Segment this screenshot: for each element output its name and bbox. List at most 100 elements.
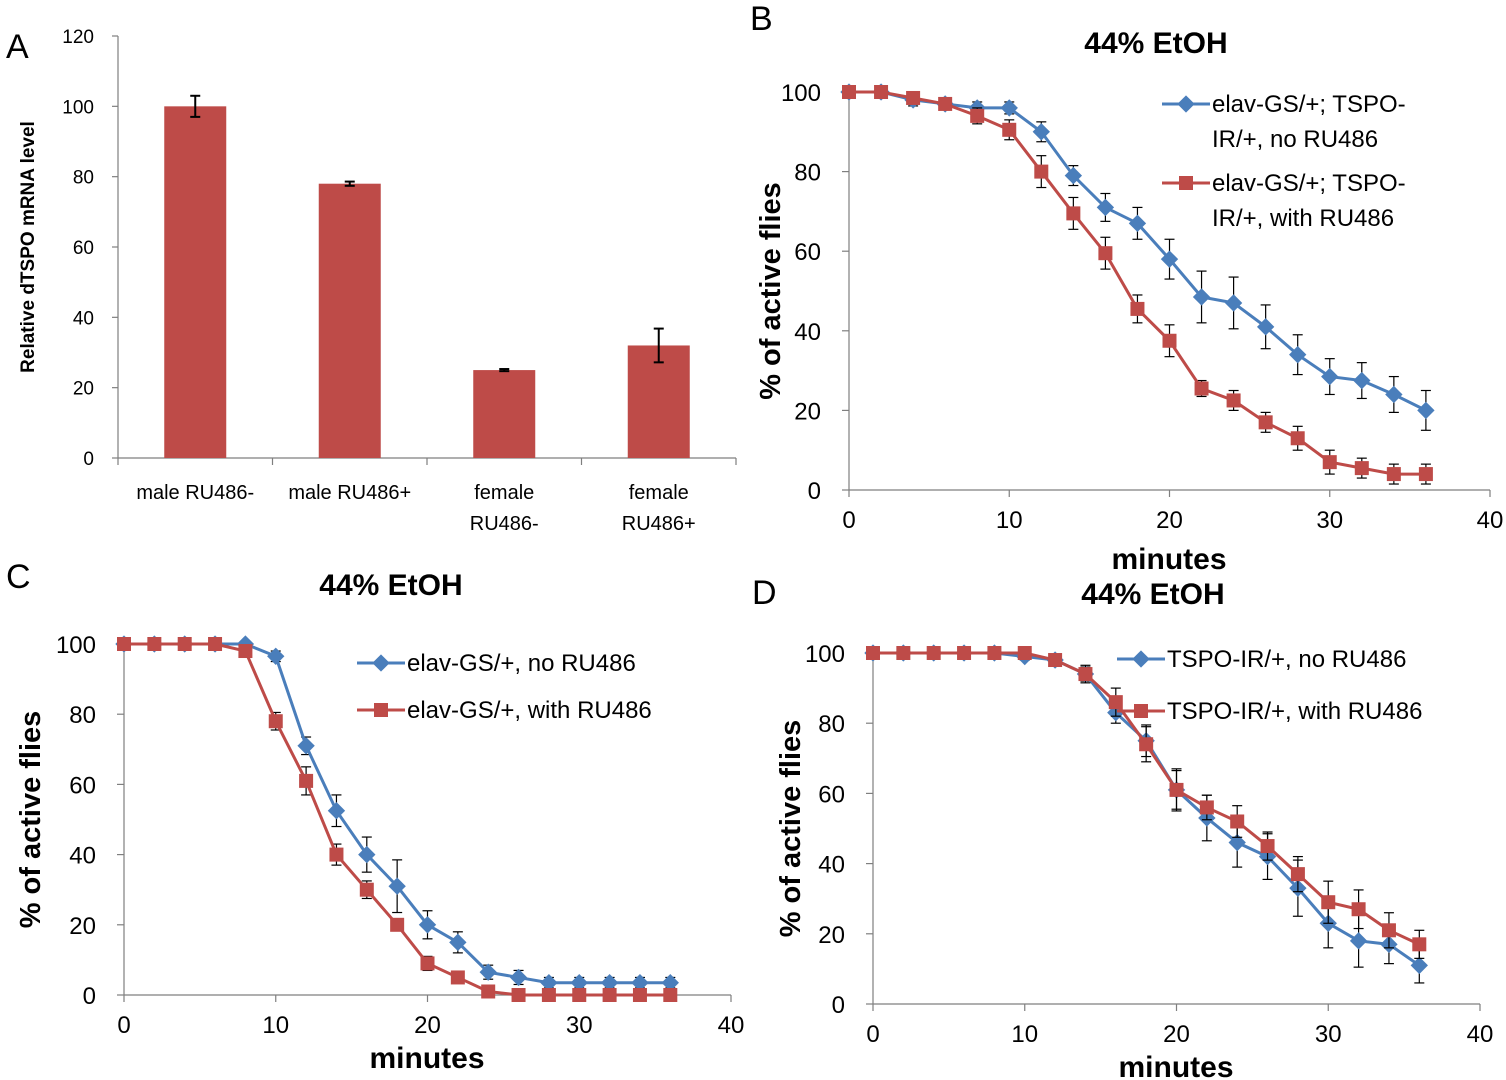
category-label: RU486- [470,513,539,535]
marker-square [1412,937,1427,952]
marker-diamond [358,845,376,864]
y-tick-label: 60 [794,239,821,266]
marker-square [450,970,465,985]
legend-entry: TSPO-IR/+, no RU486 [1117,646,1406,673]
marker-diamond [509,968,528,987]
marker-diamond [267,647,285,665]
series-1 [115,635,679,992]
marker-square [177,637,192,651]
y-tick-label: 60 [818,781,845,808]
x-axis-label: minutes [1118,1051,1233,1080]
marker-diamond [1224,294,1243,312]
y-tick-label: 80 [794,160,821,187]
marker-diamond [449,933,467,952]
marker-square [1034,164,1049,179]
marker-square [842,85,856,99]
marker-square [866,646,880,660]
y-tick-label: 40 [73,308,94,329]
marker-square [1002,122,1017,137]
legend-entry: elav-GS/+, with RU486 [357,697,652,724]
series-2 [842,85,1433,485]
panel-letter: C [6,558,31,596]
y-tick-label: 0 [808,478,821,505]
marker-square [632,988,647,1002]
marker-square [511,988,526,1002]
marker-diamond [661,974,679,992]
panel-b: B 44% EtOH 0 20 40 60 80 100 0 10 20 30 40 minutes % o… [750,0,1503,576]
panel-a: A 0 20 40 60 80 100 120 male RU486- male RU486+ fe… [6,27,737,535]
series-2 [117,637,678,1002]
panel-letter: B [750,0,773,38]
marker-diamond [1064,166,1083,185]
panel-letter: A [6,28,29,66]
category-label: male RU486- [136,482,254,504]
marker-diamond [600,974,619,992]
marker-square [359,882,374,897]
marker-square [1322,455,1337,470]
y-axis-label: % of active flies [775,720,807,938]
legend-label: elav-GS/+, no RU486 [407,650,636,677]
marker-square [970,108,985,123]
marker-square [1194,381,1209,396]
chart-title: 44% EtOH [319,569,462,602]
y-tick-label: 80 [818,711,845,738]
marker-square [1130,301,1145,316]
bar [164,106,227,458]
marker-square [1381,923,1396,938]
legend-label: IR/+, no RU486 [1212,126,1378,153]
marker-square [957,646,972,660]
marker-square [938,96,953,111]
marker-diamond [1096,198,1115,217]
x-tick-label: 20 [1156,507,1183,534]
marker-square [1418,467,1433,482]
legend-entry: elav-GS/+; TSPO- IR/+, with RU486 [1162,170,1406,232]
series-line [124,642,671,985]
marker-square [1386,467,1401,482]
y-tick-label: 60 [69,772,96,799]
marker-diamond [1177,95,1195,113]
marker-square [541,988,556,1002]
y-tick-label: 40 [818,852,845,879]
y-tick-label: 80 [69,702,96,729]
x-tick-label: 40 [1477,507,1504,534]
marker-diamond [1000,99,1018,117]
y-tick-label: 20 [794,398,821,425]
marker-square [329,847,344,862]
marker-diamond [479,963,497,981]
marker-diamond [1160,250,1179,268]
marker-diamond [1132,650,1150,668]
panel-letter: D [752,574,777,612]
marker-diamond [1128,214,1147,233]
marker-diamond [1256,318,1275,336]
y-tick-label: 80 [73,168,94,189]
marker-square [208,637,223,651]
legend-label: IR/+, with RU486 [1212,205,1394,232]
x-axis-label: minutes [369,1042,484,1075]
marker-square [420,956,435,971]
marker-square [1290,431,1305,446]
x-tick-label: 20 [414,1012,441,1039]
legend-entry: elav-GS/+; TSPO- IR/+, no RU486 [1162,91,1406,153]
marker-square [1321,895,1336,910]
marker-square [1169,782,1184,797]
marker-square [1354,461,1369,476]
series-line [873,651,1420,946]
category-label: female [474,482,534,504]
x-tick-label: 30 [566,1012,593,1039]
x-tick-label: 10 [996,507,1023,534]
legend-entry: TSPO-IR/+, with RU486 [1117,698,1422,725]
marker-square [896,646,911,660]
series-1 [864,644,1428,984]
x-tick-label: 0 [866,1021,879,1048]
x-tick-label: 10 [1011,1021,1038,1048]
panel-d: D 44% EtOH 0 20 40 60 80 100 0 10 20 30 40 minutes % o… [752,574,1493,1080]
y-tick-label: 0 [832,992,845,1019]
legend-label: elav-GS/+, with RU486 [407,697,652,724]
marker-diamond [1353,371,1371,390]
marker-square [238,644,253,659]
x-tick-label: 40 [1467,1021,1494,1048]
marker-square [481,984,496,999]
marker-diamond [1417,401,1435,420]
marker-square [1226,393,1241,408]
y-tick-label: 0 [83,449,94,470]
